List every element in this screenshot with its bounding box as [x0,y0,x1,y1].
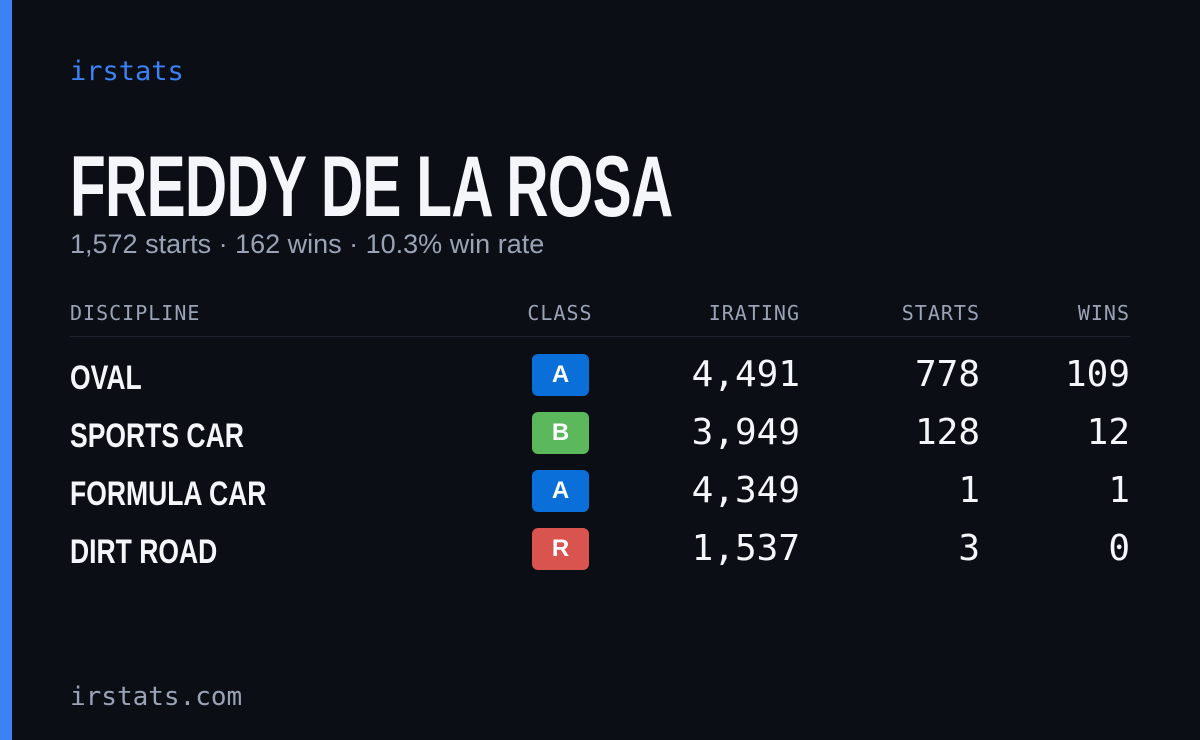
class-badge: B [532,412,589,454]
irating: 1,537 [691,528,800,569]
irating: 4,491 [691,354,800,395]
brand: irstats [70,56,184,87]
footer: irstats.com [70,682,243,712]
discipline: SPORTS CAR [70,417,244,455]
column-header: WINS [1077,301,1130,325]
column-header: CLASS [527,301,593,325]
discipline: DIRT ROAD [70,533,218,571]
header-rule [70,336,1130,337]
class-badge: A [532,470,589,512]
class-badge: A [532,354,589,396]
driver-name: FREDDY DE LA ROSA [70,139,673,235]
irating: 3,949 [691,412,800,453]
wins: 1 [1108,470,1130,511]
wins: 0 [1108,528,1130,569]
class-badge: R [532,528,589,570]
irating: 4,349 [691,470,800,511]
starts: 778 [914,354,980,395]
starts: 128 [914,412,980,453]
starts: 1 [958,470,980,511]
column-header: DISCIPLINE [70,301,201,325]
wins: 12 [1086,412,1130,453]
driver-summary: 1,572 starts · 162 wins · 10.3% win rate [70,229,545,259]
wins: 109 [1064,354,1130,395]
starts: 3 [958,528,980,569]
discipline: OVAL [70,359,142,397]
discipline: FORMULA CAR [70,475,267,513]
column-header: IRATING [708,301,800,325]
accent-bar [0,0,12,740]
column-header: STARTS [901,301,980,325]
